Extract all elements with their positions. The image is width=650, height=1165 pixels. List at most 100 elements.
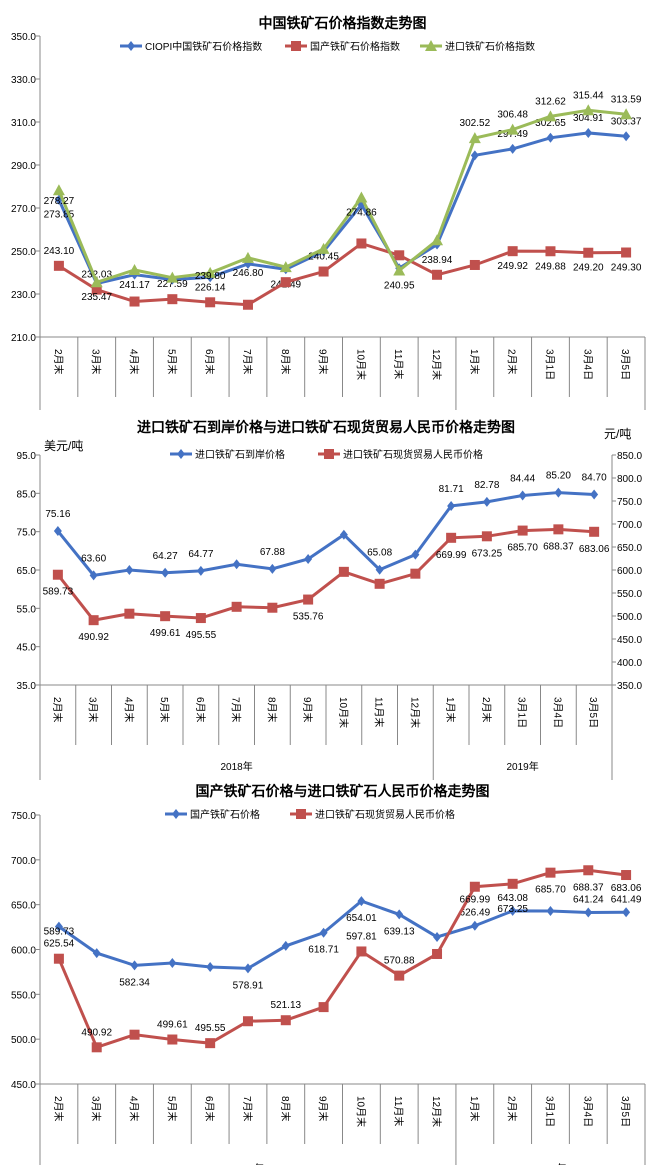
x-tick-label: 2月末 bbox=[52, 1096, 65, 1122]
data-point bbox=[374, 578, 385, 589]
series-line bbox=[58, 241, 627, 307]
y-tick-label: 550.0 bbox=[11, 990, 36, 1001]
x-tick-label: 2月末 bbox=[51, 697, 64, 723]
x-tick-label: 9月末 bbox=[301, 697, 314, 723]
x-tick-label: 12月末 bbox=[408, 697, 421, 728]
data-point bbox=[196, 565, 205, 576]
data-point bbox=[280, 277, 291, 288]
x-tick-label: 3月4日 bbox=[551, 697, 563, 728]
chart-title: 中国铁矿石价格指数走势图 bbox=[259, 15, 427, 31]
y-tick-label: 350.0 bbox=[11, 32, 36, 43]
data-point bbox=[241, 251, 254, 263]
data-label: 278.27 bbox=[44, 196, 75, 207]
y-tick-label: 700.0 bbox=[11, 856, 36, 867]
legend-marker bbox=[127, 41, 135, 51]
data-label: 85.20 bbox=[546, 471, 571, 482]
x-tick-label: 8月末 bbox=[279, 1096, 292, 1122]
data-label: 82.78 bbox=[474, 480, 499, 491]
data-label: 641.24 bbox=[573, 895, 604, 906]
x-tick-label: 4月末 bbox=[128, 1096, 141, 1122]
x-group-label: 2018年 bbox=[232, 1162, 264, 1165]
x-tick-label: 1月末 bbox=[468, 1096, 481, 1122]
x-tick-label: 2月末 bbox=[506, 349, 519, 375]
series-line bbox=[58, 899, 627, 970]
data-label: 589.73 bbox=[44, 927, 75, 938]
x-tick-label: 5月末 bbox=[158, 697, 171, 723]
data-point bbox=[544, 110, 557, 122]
data-point bbox=[318, 1002, 329, 1013]
data-point bbox=[553, 524, 564, 535]
x-tick-label: 2月末 bbox=[52, 349, 65, 375]
x-tick-label: 3月1日 bbox=[543, 1096, 555, 1127]
data-label: 688.37 bbox=[543, 541, 574, 552]
data-point bbox=[89, 570, 98, 581]
y-tick-label: 330.0 bbox=[11, 75, 36, 86]
data-label: 240.45 bbox=[308, 252, 339, 263]
data-point bbox=[411, 549, 420, 560]
data-point bbox=[481, 531, 492, 542]
data-label: 227.59 bbox=[157, 279, 188, 290]
data-point bbox=[433, 931, 442, 942]
data-point bbox=[304, 553, 313, 564]
data-point bbox=[355, 191, 368, 203]
legend-marker bbox=[324, 449, 334, 459]
data-label: 64.27 bbox=[153, 551, 178, 562]
data-point bbox=[622, 907, 631, 918]
data-point bbox=[129, 1029, 140, 1040]
data-label: 273.85 bbox=[44, 210, 75, 221]
data-label: 303.37 bbox=[611, 116, 642, 127]
data-label: 241.17 bbox=[119, 280, 150, 291]
x-tick-label: 6月末 bbox=[194, 697, 207, 723]
data-point bbox=[589, 526, 600, 537]
x-tick-label: 11月末 bbox=[392, 1096, 405, 1126]
x-tick-label: 1月末 bbox=[444, 697, 457, 723]
y2-tick-label: 550.0 bbox=[617, 589, 642, 600]
legend-label: 国产铁矿石价格 bbox=[190, 808, 260, 821]
data-point bbox=[621, 870, 632, 881]
data-label: 499.61 bbox=[157, 1020, 188, 1031]
x-tick-label: 4月末 bbox=[128, 349, 141, 375]
legend-label: 进口铁矿石现货贸易人民币价格 bbox=[343, 448, 483, 461]
data-label: 249.88 bbox=[535, 261, 566, 272]
data-point bbox=[432, 948, 443, 959]
data-label: 685.70 bbox=[507, 543, 538, 554]
y2-tick-label: 600.0 bbox=[617, 566, 642, 577]
data-point bbox=[356, 946, 367, 957]
data-point bbox=[394, 250, 405, 261]
data-point bbox=[243, 963, 252, 974]
data-point bbox=[621, 247, 632, 258]
data-point bbox=[167, 294, 178, 305]
data-label: 669.99 bbox=[436, 550, 467, 561]
x-tick-label: 7月末 bbox=[241, 349, 254, 375]
series-line bbox=[57, 108, 627, 285]
x-tick-label: 6月末 bbox=[203, 1096, 216, 1122]
data-point bbox=[432, 269, 443, 280]
x-tick-label: 3月4日 bbox=[581, 349, 593, 380]
x-group-label: 2019年 bbox=[507, 760, 539, 773]
data-label: 239.80 bbox=[195, 271, 226, 282]
data-point bbox=[160, 611, 171, 622]
series-line bbox=[57, 131, 627, 286]
data-point bbox=[280, 1015, 291, 1026]
data-label: 312.62 bbox=[535, 96, 566, 107]
data-point bbox=[232, 559, 241, 570]
data-point bbox=[546, 132, 555, 143]
x-tick-label: 3月4日 bbox=[581, 1096, 593, 1127]
x-tick-label: 9月末 bbox=[317, 1096, 330, 1122]
x-tick-label: 12月末 bbox=[430, 349, 443, 380]
data-point bbox=[88, 615, 99, 626]
data-label: 315.44 bbox=[573, 90, 604, 101]
data-point bbox=[506, 123, 519, 135]
x-tick-label: 5月末 bbox=[165, 349, 178, 375]
x-tick-label: 3月末 bbox=[87, 697, 100, 723]
data-label: 240.95 bbox=[384, 280, 415, 291]
data-point bbox=[205, 297, 216, 308]
series-line bbox=[56, 527, 595, 622]
data-label: 81.71 bbox=[439, 484, 464, 495]
data-point bbox=[375, 564, 384, 575]
data-point bbox=[356, 238, 367, 249]
y-tick-label: 450.0 bbox=[11, 1080, 36, 1091]
data-point bbox=[339, 529, 348, 540]
y2-tick-label: 650.0 bbox=[617, 543, 642, 554]
